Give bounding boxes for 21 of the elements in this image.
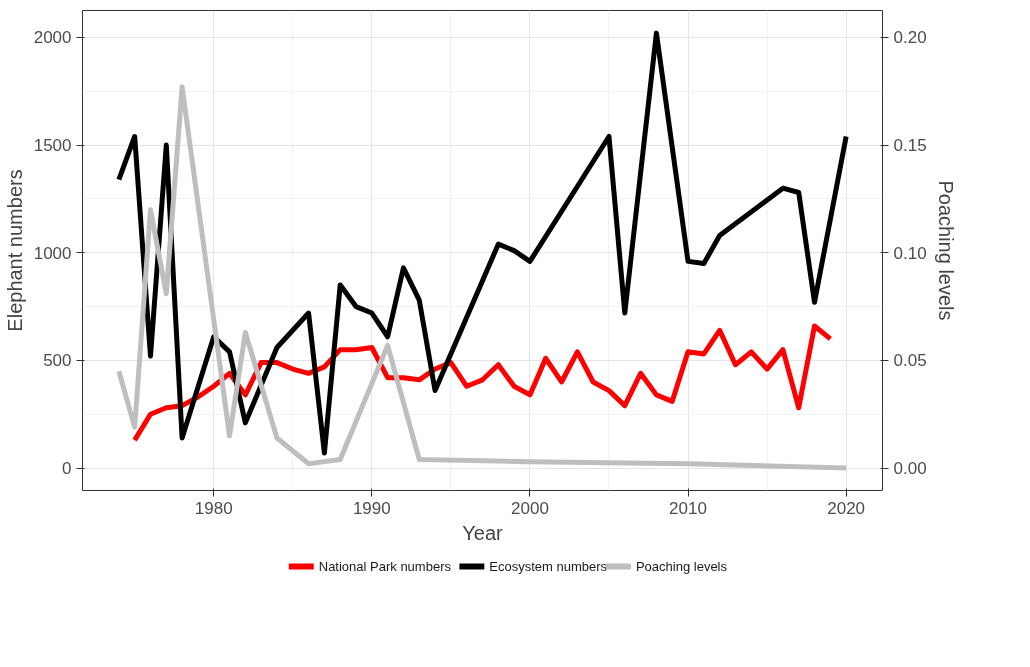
y2-tick-label: 0.15: [893, 136, 927, 156]
legend-label: National Park numbers: [318, 559, 452, 574]
x-tick-label: 1990: [352, 498, 391, 518]
y2-tick-label: 0.20: [893, 28, 927, 48]
y2-tick-label: 0.00: [893, 459, 927, 479]
y2-axis-title: Poaching levels: [934, 180, 957, 321]
y-axis-title: Elephant numbers: [3, 169, 26, 332]
x-tick-label: 2010: [669, 498, 707, 518]
y-tick-label: 1500: [33, 136, 72, 156]
y-tick-label: 2000: [33, 28, 72, 48]
y-tick-label: 0: [62, 459, 72, 479]
x-tick-label: 1980: [194, 498, 233, 518]
x-tick-label: 2000: [511, 498, 549, 518]
y-tick-label: 500: [43, 351, 72, 371]
y-tick-label: 1000: [33, 243, 72, 263]
y2-tick-label: 0.05: [893, 351, 927, 371]
legend-label: Poaching levels: [635, 559, 728, 574]
y2-tick-label: 0.10: [893, 243, 927, 263]
x-axis-title: Year: [462, 521, 504, 544]
x-tick-label: 2020: [827, 498, 866, 518]
legend-label: Ecosystem numbers: [489, 559, 608, 574]
